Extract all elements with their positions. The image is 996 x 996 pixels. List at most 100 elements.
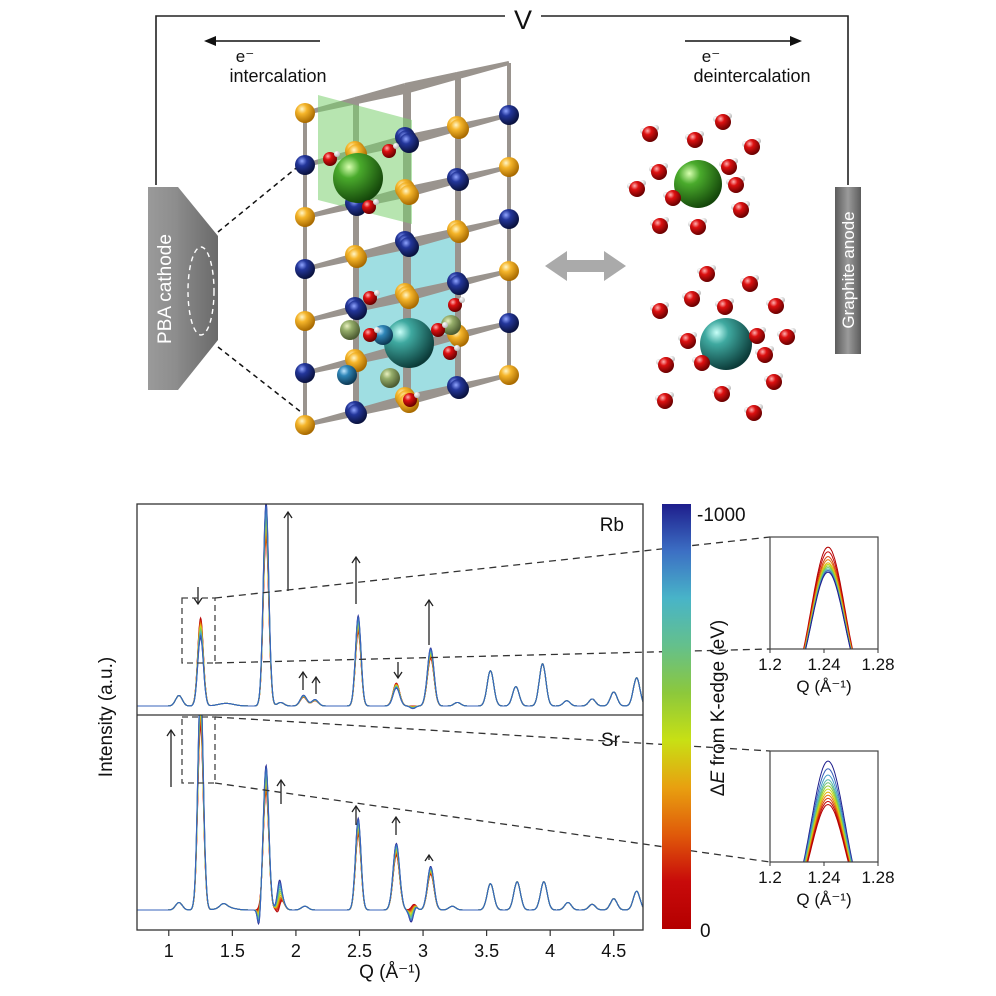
blue-site-atom <box>449 379 469 399</box>
gold-site-atom <box>399 289 419 309</box>
diffraction-curve <box>137 722 643 911</box>
water-hydrogen <box>374 290 380 296</box>
sr-inset-curves <box>803 760 853 862</box>
olive-atom <box>340 320 360 340</box>
rb-curves <box>137 504 643 710</box>
arrow-down-icon <box>193 597 203 606</box>
inset-curve <box>804 566 852 649</box>
blue-site-atom <box>295 363 315 383</box>
water-oxygen <box>403 393 417 407</box>
y-axis-label: Intensity (a.u.) <box>96 657 117 777</box>
inset-curve <box>806 797 850 862</box>
water-hydrogen <box>442 322 448 328</box>
steel-atom <box>337 365 357 385</box>
water-oxygen <box>382 144 396 158</box>
x-tick-label: 2.5 <box>347 941 372 961</box>
teal-ion-in-lattice <box>384 318 434 368</box>
water-oxygen <box>768 298 784 314</box>
plot-frame <box>136 503 644 931</box>
lattice-atoms <box>295 103 519 435</box>
intercalation-label: intercalation <box>229 66 326 86</box>
colorbar-bottom-label: 0 <box>700 921 711 942</box>
gold-site-atom <box>295 103 315 123</box>
water-oxygen <box>665 190 681 206</box>
water-oxygen <box>642 126 658 142</box>
diffraction-curve <box>137 715 643 921</box>
diffraction-curve <box>137 525 643 708</box>
green-ion-in-lattice <box>333 153 383 203</box>
water-oxygen <box>652 218 668 234</box>
inset-curve <box>805 791 851 862</box>
blue-site-atom <box>399 133 419 153</box>
diffraction-curve <box>137 538 643 707</box>
exchange-double-arrow-icon <box>545 251 626 281</box>
inset-x-tick-label: 1.2 <box>758 655 782 674</box>
water-hydrogen <box>374 327 380 333</box>
diffraction-curve <box>137 532 643 708</box>
hydrated-ion <box>700 318 752 370</box>
diffraction-curve <box>137 528 643 708</box>
blue-site-atom <box>399 237 419 257</box>
gold-site-atom <box>295 207 315 227</box>
right-electron-label: e⁻ <box>702 47 720 66</box>
arrow-right-icon <box>790 36 802 46</box>
inset-curve <box>804 565 852 649</box>
gold-site-atom <box>449 119 469 139</box>
water-oxygen <box>687 132 703 148</box>
inset-curve <box>804 563 852 649</box>
water-oxygen <box>746 405 762 421</box>
water-oxygen <box>323 152 337 166</box>
x-tick-label: 4.5 <box>601 941 626 961</box>
arrow-up-icon <box>424 853 434 862</box>
x-axis: 1 1.5 2 2.5 3 3.5 4 4.5 <box>164 930 626 961</box>
blue-site-atom <box>449 275 469 295</box>
sr-inset-x-label-text: Q (Å⁻¹) <box>796 890 851 909</box>
water-oxygen <box>629 181 645 197</box>
lattice-bond <box>356 86 408 104</box>
graphite-anode: Graphite anode <box>835 187 861 354</box>
water-oxygen <box>779 329 795 345</box>
water-oxygen <box>744 139 760 155</box>
gold-site-atom <box>499 365 519 385</box>
inset-curve <box>804 774 852 862</box>
hydrated-ions <box>627 113 796 421</box>
arrow-up-icon <box>351 555 361 564</box>
olive-atom <box>380 368 400 388</box>
x-tick-label: 1 <box>164 941 174 961</box>
electron-flow-right: e⁻ deintercalation <box>685 36 811 86</box>
gold-site-atom <box>399 185 419 205</box>
inset-curve <box>803 760 853 862</box>
magnify-line-top <box>217 159 307 233</box>
sr-inset-frame <box>769 750 879 863</box>
rb-zoom-box <box>181 597 216 664</box>
sr-inset: 1.2 1.24 1.28 Q (Å⁻¹) <box>758 750 895 909</box>
inset-curve <box>804 559 853 649</box>
water-oxygen <box>766 374 782 390</box>
inset-curve <box>803 546 853 649</box>
water-oxygen <box>690 219 706 235</box>
diffraction-curve <box>137 715 643 924</box>
diffraction-curve <box>137 715 643 919</box>
sr-zoom-line-bottom <box>214 782 771 863</box>
water-oxygen <box>680 333 696 349</box>
panel-label-rb: Rb <box>600 515 624 536</box>
blue-site-atom <box>347 300 367 320</box>
inset-curve <box>805 785 851 862</box>
x-tick-label: 2 <box>291 941 301 961</box>
water-oxygen <box>651 164 667 180</box>
arrow-up-icon <box>298 670 308 679</box>
water-oxygen <box>684 291 700 307</box>
water-oxygen <box>717 299 733 315</box>
voltage-label: V <box>514 5 532 35</box>
colorbar-top-label: -1000 <box>697 505 746 526</box>
diffraction-curve <box>137 508 643 709</box>
arrow-up-icon <box>283 510 293 519</box>
water-oxygen <box>714 386 730 402</box>
lattice-bond <box>354 83 406 101</box>
inset-x-tick-label: 1.2 <box>758 868 782 887</box>
colorbar-label-italic: E <box>708 770 729 783</box>
sr-zoom-line-top <box>214 716 771 752</box>
inset-x-tick-label: 1.28 <box>861 868 894 887</box>
lattice-bond <box>408 75 460 93</box>
